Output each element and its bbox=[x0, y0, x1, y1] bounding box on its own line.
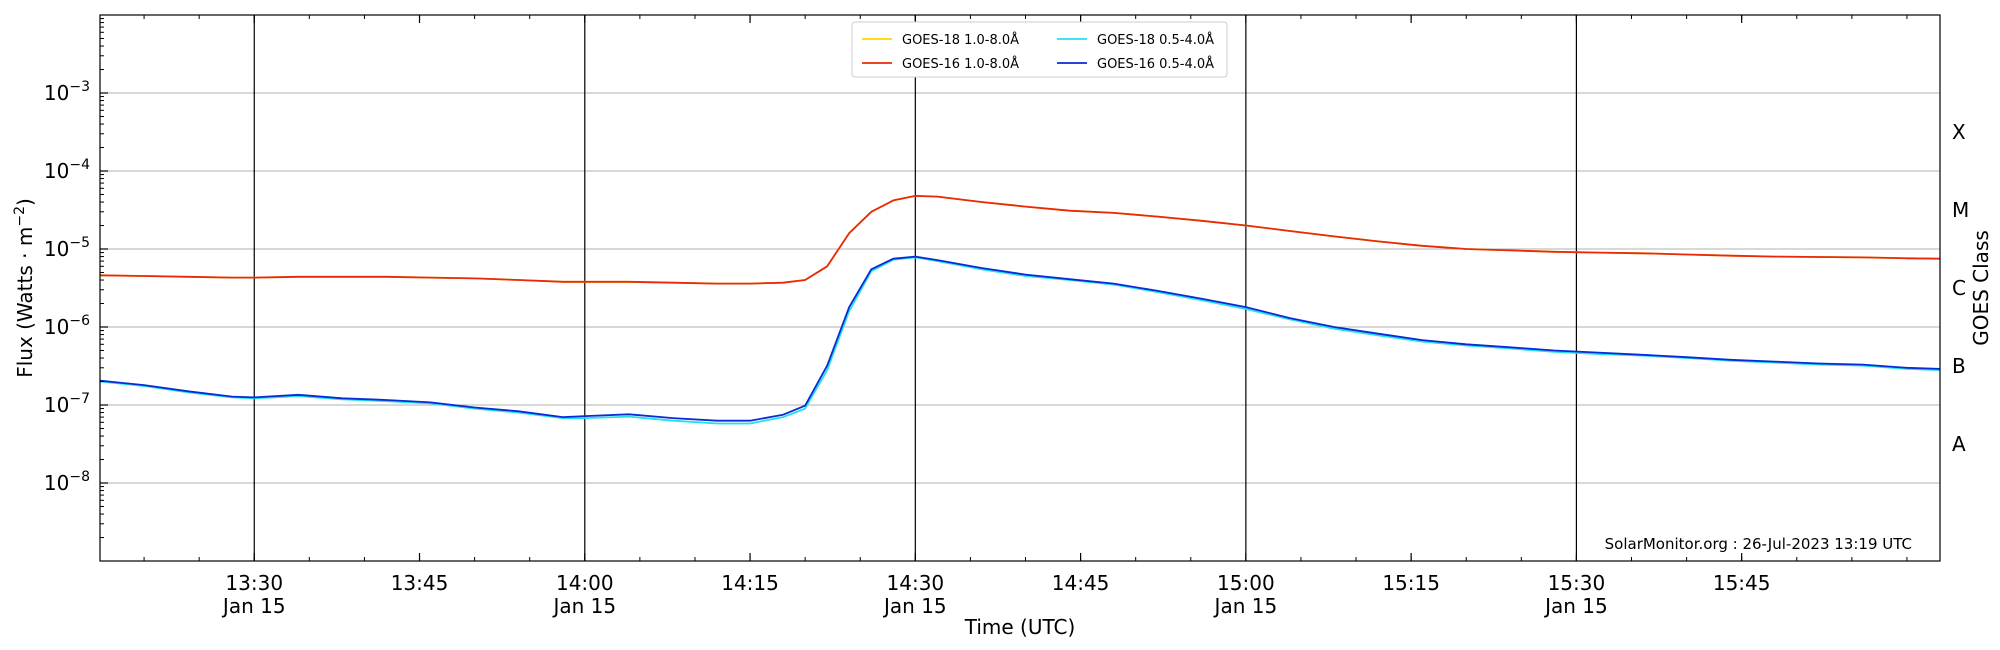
y-tick-base: 10 bbox=[44, 159, 69, 183]
y-tick-exponent: −8 bbox=[69, 469, 90, 485]
x-tick-label: 14:15 bbox=[721, 571, 779, 595]
y-tick-base: 10 bbox=[44, 315, 69, 339]
y-tick-exponent: −4 bbox=[69, 157, 90, 173]
y-tick-base: 10 bbox=[44, 81, 69, 105]
legend-label: GOES-18 1.0-8.0Å bbox=[902, 32, 1019, 48]
goes-class-label: B bbox=[1952, 354, 1966, 378]
legend-label: GOES-16 1.0-8.0Å bbox=[902, 56, 1019, 72]
y-tick-exponent: −7 bbox=[69, 391, 90, 407]
y-tick-base: 10 bbox=[44, 237, 69, 261]
x-tick-label: 14:30 bbox=[887, 571, 945, 595]
x-tick-date: Jan 15 bbox=[1213, 594, 1278, 618]
x-tick-label: 14:45 bbox=[1052, 571, 1110, 595]
series-lines bbox=[99, 194, 1941, 425]
axis-ticks bbox=[100, 15, 1908, 561]
x-tick-label: 15:00 bbox=[1217, 571, 1275, 595]
y-tick-exponent: −5 bbox=[69, 235, 90, 251]
y-tick-label: 10−8 bbox=[44, 469, 90, 495]
grid-lines bbox=[100, 92, 1940, 484]
time-markers bbox=[253, 15, 1578, 561]
credit-text: SolarMonitor.org : 26-Jul-2023 13:19 UTC bbox=[1605, 535, 1912, 553]
legend-box bbox=[851, 21, 1228, 78]
y-axis-title: Flux (Watts · m−2) bbox=[12, 198, 37, 378]
y-axis-title-end: ) bbox=[13, 198, 37, 206]
x-tick-date: Jan 15 bbox=[221, 594, 286, 618]
plot-frame bbox=[99, 14, 1941, 562]
y-tick-label: 10−5 bbox=[44, 235, 90, 261]
y-tick-label: 10−7 bbox=[44, 391, 90, 417]
y-axis-title-main: Flux (Watts · m bbox=[13, 227, 37, 378]
legend-label: GOES-18 0.5-4.0Å bbox=[1097, 32, 1214, 48]
x-axis-title: Time (UTC) bbox=[964, 615, 1076, 639]
x-tick-date: Jan 15 bbox=[1543, 594, 1608, 618]
y-tick-exponent: −6 bbox=[69, 313, 90, 329]
series-line-3 bbox=[99, 255, 1941, 422]
y-tick-base: 10 bbox=[44, 393, 69, 417]
y-tick-label: 10−3 bbox=[44, 79, 90, 105]
goes-class-label: A bbox=[1952, 432, 1966, 456]
x-tick-date: Jan 15 bbox=[551, 594, 616, 618]
goes-class-label: M bbox=[1952, 198, 1969, 222]
goes-class-label: X bbox=[1952, 120, 1966, 144]
goes-class-axis-title: GOES Class bbox=[1969, 230, 1993, 346]
x-tick-label: 15:15 bbox=[1382, 571, 1440, 595]
series-line-1 bbox=[99, 194, 1941, 285]
x-tick-label: 13:45 bbox=[391, 571, 449, 595]
y-tick-label: 10−6 bbox=[44, 313, 90, 339]
x-tick-label: 15:30 bbox=[1548, 571, 1606, 595]
y-axis-title-sup: −2 bbox=[12, 206, 28, 227]
legend: GOES-18 1.0-8.0Å GOES-18 0.5-4.0Å GOES-16 … bbox=[851, 21, 1228, 78]
legend-label: GOES-16 0.5-4.0Å bbox=[1097, 56, 1214, 72]
x-tick-date: Jan 15 bbox=[882, 594, 947, 618]
x-tick-label: 15:45 bbox=[1713, 571, 1771, 595]
y-tick-base: 10 bbox=[44, 471, 69, 495]
goes-class-label: C bbox=[1952, 276, 1966, 300]
x-tick-label: 13:30 bbox=[225, 571, 283, 595]
x-tick-label: 14:00 bbox=[556, 571, 614, 595]
y-tick-label: 10−4 bbox=[44, 157, 90, 183]
y-tick-exponent: −3 bbox=[69, 79, 90, 95]
